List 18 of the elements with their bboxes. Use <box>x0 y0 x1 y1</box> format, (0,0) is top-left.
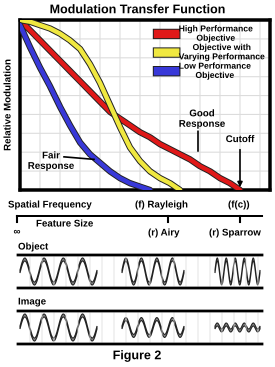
caption: Figure 2 <box>114 350 161 362</box>
legend-label: Objective with Varying Performance <box>178 44 265 62</box>
text: Feature Size <box>36 219 93 227</box>
annotation: Cutoff <box>226 135 254 142</box>
text: (f(c)) <box>228 200 250 210</box>
legend-label: Low Performance Objective <box>179 62 251 80</box>
text: (f) Rayleigh <box>135 200 188 210</box>
text: (r) Sparrow <box>209 228 261 238</box>
text: Object <box>18 242 48 252</box>
annotation: Good Response <box>179 109 225 129</box>
chart-title: Modulation Transfer Function <box>50 4 225 14</box>
legend-label: High Performance Objective <box>179 25 253 43</box>
text: Spatial Frequency <box>8 200 92 210</box>
annotation: Fair Response <box>28 151 74 171</box>
text: ∞ <box>14 230 20 234</box>
text: Image <box>18 298 46 307</box>
y-axis-title: Relative Modulation <box>3 60 11 150</box>
text: (r) Airy <box>148 228 180 238</box>
